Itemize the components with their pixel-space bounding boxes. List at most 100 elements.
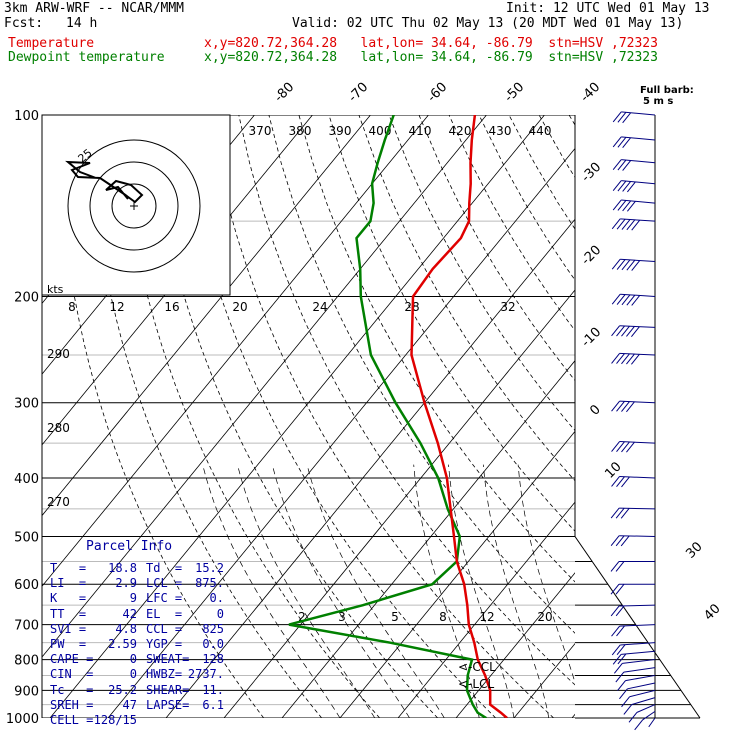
wind-barb-flag <box>611 293 621 305</box>
hodograph-box <box>41 114 231 296</box>
wind-barb-staff <box>619 475 656 479</box>
wind-barb-flag <box>621 696 630 708</box>
parcel-info-cell: 2737. <box>187 667 224 682</box>
mixing-ratio-label: 2 <box>298 610 306 624</box>
dry-adiabat <box>208 115 554 718</box>
parcel-info-cell: 11. <box>202 682 224 697</box>
wind-barb-staff <box>621 159 656 164</box>
dewpoint-location: x,y=820.72,364.28 lat,lon= 34.64, -86.79… <box>204 50 658 65</box>
dry-adiabat <box>268 115 575 634</box>
wind-barb-flag <box>617 137 627 148</box>
wind-barb-staff <box>636 704 656 713</box>
parcel-info-cell: K = <box>50 591 87 606</box>
mixing-ratio-label: 5 <box>391 610 399 624</box>
moist-adiabat <box>448 464 515 718</box>
wind-barb-staff <box>621 650 656 655</box>
theta-e-label: 440 <box>529 124 552 138</box>
wind-barb-flag <box>617 112 627 123</box>
wind-barb-flag <box>611 353 620 364</box>
wind-barb-flag <box>615 583 625 595</box>
parcel-info-title: Parcel Info <box>86 539 173 554</box>
hodograph-scale-label: 24 <box>312 300 327 314</box>
parcel-info-cell: EL = <box>146 606 183 621</box>
diagram-wedge-edge <box>574 536 701 719</box>
wind-barb-flag <box>626 201 636 212</box>
wind-barb-flag <box>631 219 641 231</box>
wind-barb-staff <box>623 667 656 673</box>
wind-barb-flag <box>616 218 626 230</box>
init-time: Init: 12 UTC Wed 01 May 13 <box>506 1 710 16</box>
wind-barb-flag <box>620 535 630 547</box>
wind-barb-staff <box>619 400 656 404</box>
wind-barb-staff <box>619 352 656 356</box>
wind-barb-flag <box>617 180 627 192</box>
wind-barb-flag <box>621 441 630 453</box>
parcel-info-cell: 0 <box>216 606 224 621</box>
pressure-label: 100 <box>14 109 39 124</box>
temperature-tick-label: -10 <box>579 325 605 351</box>
dry-adiabat <box>719 115 740 718</box>
moist-adiabat <box>517 464 575 684</box>
wind-barb-flag <box>611 644 621 656</box>
parcel-info-cell: 875. <box>195 576 224 591</box>
isotherm <box>165 218 575 718</box>
parcel-info-cell: Tc = <box>50 682 94 697</box>
wind-barb-flag <box>621 401 630 412</box>
temperature-tick-label: -40 <box>578 80 604 106</box>
hodograph-scale-label: 32 <box>500 300 515 314</box>
temperature-profile <box>410 115 508 718</box>
parcel-info-cell: Td = <box>146 561 183 575</box>
temperature-tick-label: -80 <box>272 80 298 106</box>
parcel-info-cell: 47 <box>122 697 137 712</box>
dry-adiabat <box>478 115 575 281</box>
wind-barb-staff <box>621 111 656 116</box>
wind-barb-flag <box>610 507 620 519</box>
theta-e-label: 420 <box>449 124 472 138</box>
plot-area <box>42 115 740 718</box>
parcel-info-cell: 9 <box>129 591 137 606</box>
temperature-tick-label: -20 <box>579 243 605 269</box>
theta-label: 270 <box>47 495 70 509</box>
theta-e-label: 380 <box>289 124 312 138</box>
wind-barb-flag <box>616 294 626 305</box>
isotherm <box>223 289 575 718</box>
wind-barb-flag <box>617 200 627 211</box>
pressure-label: 200 <box>14 291 39 306</box>
theta-e-label: 430 <box>489 124 512 138</box>
dry-adiabat <box>388 115 575 432</box>
barb-legend: Full barb: <box>640 85 694 96</box>
wind-barb-flag <box>621 219 631 230</box>
temperature-tick-label: -50 <box>502 80 528 106</box>
isotherm <box>49 115 545 718</box>
wind-barb-flag <box>626 353 635 365</box>
pressure-label: 500 <box>14 530 39 545</box>
wind-barb-staff <box>621 180 656 185</box>
wind-barb-flag <box>616 353 625 364</box>
ccl-label: <-CCL <box>458 660 496 674</box>
parcel-info-cell: LCL = <box>146 576 183 591</box>
parcel-info-cell: CIN = <box>50 667 94 682</box>
hodograph-trace <box>65 160 144 204</box>
parcel-info-cell: PW = <box>50 637 87 651</box>
dry-adiabat <box>629 115 740 718</box>
wind-barb-flag <box>631 295 641 306</box>
wind-barb-flag <box>616 644 626 655</box>
wind-barb-staff <box>627 682 656 690</box>
wind-barb-flag <box>615 605 625 617</box>
wind-barb-staff <box>620 258 656 263</box>
wind-barb-flag <box>610 605 620 617</box>
isotherm <box>42 115 371 517</box>
dry-adiabat <box>298 115 575 583</box>
parcel-info-cell: 42 <box>122 606 137 621</box>
dry-adiabat <box>418 115 575 382</box>
wind-barb-staff <box>619 624 656 627</box>
pressure-label: 800 <box>14 654 39 669</box>
wind-barb-flag <box>611 625 620 637</box>
hodograph-scale-label: 20 <box>232 300 247 314</box>
temperature-tick-label: 40 <box>701 601 723 623</box>
parcel-info-cell: 25.2 <box>108 682 137 697</box>
valid-time: Valid: 02 UTC Thu 02 May 13 (20 MDT Wed … <box>292 16 684 31</box>
parcel-info-cell: 128/15 <box>93 713 137 727</box>
pressure-label: 900 <box>14 684 39 699</box>
